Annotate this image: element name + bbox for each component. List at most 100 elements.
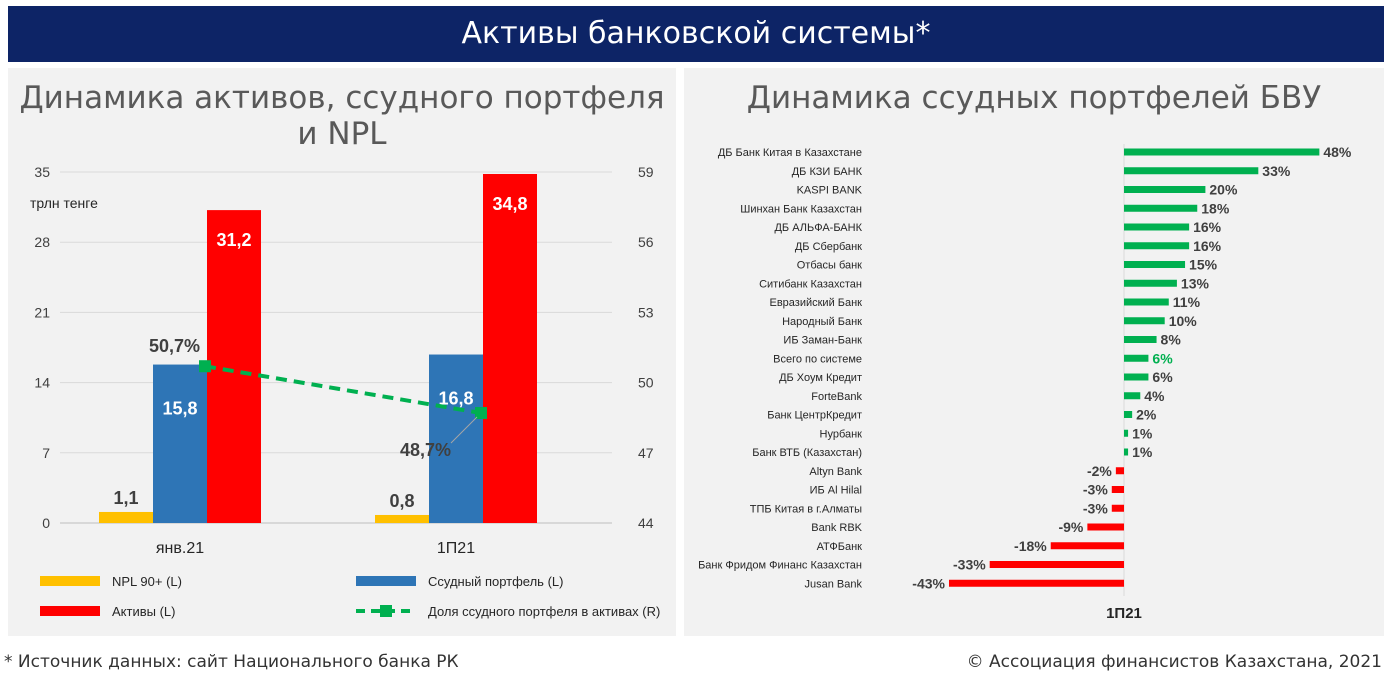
x-category-label: 1П21	[437, 540, 475, 557]
x-category-label: янв.21	[156, 540, 204, 557]
legend-swatch-assets	[40, 606, 100, 616]
legend-label-share: Доля ссудного портфеля в активах (R)	[428, 604, 660, 619]
bank-value-label: 48%	[1323, 144, 1352, 160]
npl-data-label: 1,1	[113, 488, 138, 508]
bank-value-label: 6%	[1152, 350, 1173, 366]
bank-value-label: -43%	[912, 575, 945, 591]
y-left-tick-label: 21	[34, 304, 50, 320]
bank-bar	[1124, 223, 1190, 231]
bank-value-label: 1%	[1132, 444, 1153, 460]
bank-label: Евразийский Банк	[769, 297, 862, 309]
bank-label: ДБ АЛЬФА-БАНК	[774, 222, 862, 234]
loans-data-label: 16,8	[438, 389, 473, 409]
bank-value-label: 11%	[1173, 294, 1201, 310]
bank-bar	[1124, 148, 1320, 156]
bank-bar	[1124, 336, 1157, 343]
bank-label: Jusan Bank	[805, 578, 863, 590]
page-title: Активы банковской системы*	[461, 16, 931, 51]
bank-value-label: 16%	[1193, 238, 1222, 254]
bank-bar	[989, 561, 1124, 568]
bank-label: ИБ Al Hilal	[810, 485, 862, 497]
bank-value-label: 10%	[1169, 313, 1198, 329]
y-left-tick-label: 35	[34, 164, 50, 180]
bank-bar	[1124, 242, 1190, 250]
y-left-tick-label: 14	[34, 375, 50, 391]
bank-bar	[1124, 261, 1186, 268]
bank-value-label: -2%	[1087, 463, 1112, 479]
legend-label-loans: Ссудный портфель (L)	[428, 574, 563, 589]
assets-chart: 0 7 14 21 28 35 44 47 50 53 56 59 трлн тенге янв.21 1П…	[30, 164, 660, 619]
share-data-label: 48,7%	[400, 440, 451, 460]
bank-value-label: -3%	[1083, 482, 1108, 498]
assets-data-label: 31,2	[216, 230, 251, 250]
legend-label-assets: Активы (L)	[112, 604, 175, 619]
y-right-tick-label: 56	[638, 234, 654, 250]
bank-bar	[1124, 411, 1133, 418]
bank-value-label: 6%	[1152, 369, 1173, 385]
legend-swatch-loans	[356, 576, 416, 586]
bank-label: Отбасы банк	[797, 260, 862, 272]
y-left-tick-label: 7	[42, 445, 50, 461]
bank-label: Банк Фридом Финанс Казахстан	[698, 560, 862, 572]
bank-value-label: -9%	[1058, 519, 1083, 535]
y-right-tick-label: 59	[638, 164, 654, 180]
bank-label: ДБ Хоум Кредит	[779, 372, 862, 384]
bank-label: Altyn Bank	[809, 466, 862, 478]
legend-label-npl: NPL 90+ (L)	[112, 574, 182, 589]
bank-label: Нурбанк	[820, 428, 863, 440]
loans-chart: ДБ Банк Китая в Казахстане 48% ДБ КЗИ БАНК…	[698, 144, 1352, 622]
bank-value-label: -18%	[1014, 538, 1047, 554]
bank-bar	[1124, 167, 1259, 175]
bank-value-label: 15%	[1189, 257, 1218, 273]
bank-bar	[1124, 448, 1129, 456]
bank-label: Банк ВТБ (Казахстан)	[752, 447, 862, 459]
bank-value-label: -33%	[953, 557, 986, 573]
bank-value-label: 8%	[1161, 332, 1182, 348]
bank-label: ДБ КЗИ БАНК	[792, 166, 863, 178]
bank-label: Шинхан Банк Казахстан	[740, 203, 862, 215]
bank-label: ДБ Банк Китая в Казахстане	[718, 147, 862, 159]
bank-label: ИБ Заман-Банк	[783, 335, 862, 347]
bank-bar	[1111, 486, 1124, 493]
bank-label: АТФБанк	[817, 541, 863, 553]
y-right-tick-label: 50	[638, 375, 654, 391]
assets-chart-title: Динамика активов, ссудного портфеля и NP…	[19, 80, 665, 152]
bank-bar	[1124, 186, 1206, 193]
loans-bar	[429, 354, 483, 523]
bank-value-label: 18%	[1201, 200, 1230, 216]
bank-bar	[1124, 373, 1149, 381]
bank-bar	[1124, 317, 1165, 325]
share-marker	[199, 360, 211, 373]
bank-label: Ситибанк Казахстан	[759, 278, 862, 290]
bank-bar	[1111, 504, 1124, 512]
share-label-leader	[450, 416, 478, 444]
bank-bar	[1115, 467, 1124, 475]
bank-label: Всего по системе	[773, 353, 862, 365]
y-right-tick-label: 53	[638, 304, 654, 320]
y-unit-label: трлн тенге	[30, 195, 98, 211]
y-left-tick-label: 28	[34, 234, 50, 250]
bank-value-label: 16%	[1193, 219, 1222, 235]
bank-value-label: 20%	[1209, 182, 1238, 198]
npl-data-label: 0,8	[389, 491, 414, 511]
footer-copyright: © Ассоциация финансистов Казахстана, 202…	[966, 652, 1382, 672]
bank-bar	[1050, 542, 1124, 550]
bank-label: Банк ЦентрКредит	[767, 410, 862, 422]
bank-bar	[1087, 523, 1124, 531]
bank-bar	[948, 579, 1124, 587]
npl-bar	[375, 514, 429, 523]
loans-chart-title: Динамика ссудных портфелей БВУ	[746, 80, 1322, 116]
footer-source: * Источник данных: сайт Национального ба…	[4, 652, 459, 672]
y-right-tick-label: 44	[638, 515, 654, 531]
loans-chart-panel: Динамика ссудных портфелей БВУ ДБ Банк К…	[684, 68, 1384, 636]
page-banner: Активы банковской системы*	[8, 6, 1384, 62]
share-line	[204, 364, 482, 415]
assets-data-label: 34,8	[492, 194, 527, 214]
share-data-label: 50,7%	[149, 336, 200, 356]
bank-bar	[1124, 429, 1129, 437]
legend-marker-share	[380, 605, 392, 617]
bank-value-label: 4%	[1144, 388, 1165, 404]
bank-label: Народный Банк	[782, 316, 862, 328]
bank-bar	[1124, 204, 1198, 212]
bank-bar	[1124, 354, 1149, 362]
